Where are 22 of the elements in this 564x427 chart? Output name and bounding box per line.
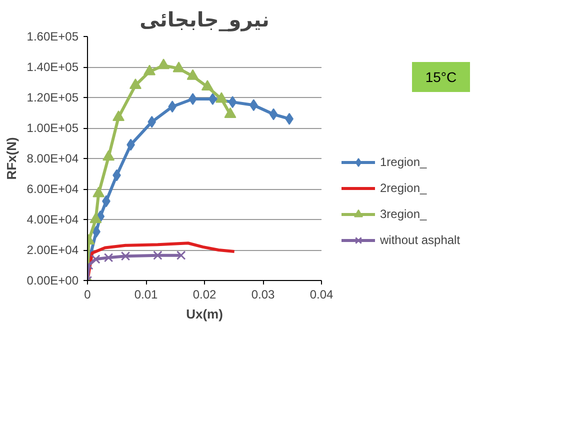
x-tick-label: 0.03 bbox=[251, 288, 276, 302]
y-tick-label: 1.40E+05 bbox=[26, 60, 79, 74]
y-tick-label: 1.20E+05 bbox=[26, 90, 79, 104]
x-tick-label: 0.01 bbox=[134, 288, 158, 302]
y-tick-label: 0.00E+00 bbox=[26, 274, 79, 288]
chart-title: نیرو_جابجائی bbox=[140, 8, 270, 32]
x-axis-title: Ux(m) bbox=[186, 306, 223, 322]
legend-label: without asphalt bbox=[380, 233, 460, 247]
x-tick-label: 0.04 bbox=[310, 288, 334, 302]
legend-label: 3region_ bbox=[380, 207, 427, 221]
y-tick-label: 1.60E+05 bbox=[26, 30, 79, 44]
y-axis-title: RFx(N) bbox=[4, 137, 19, 180]
x-tick-label: 0.02 bbox=[192, 288, 217, 302]
x-tick-label: 0 bbox=[84, 288, 92, 302]
text: 15°C bbox=[425, 68, 457, 87]
y-tick-label: 6.00E+04 bbox=[26, 182, 79, 196]
y-tick-label: 8.00E+04 bbox=[26, 152, 79, 166]
y-tick-label: 2.00E+04 bbox=[26, 243, 79, 257]
legend-label: 1region_ bbox=[380, 155, 427, 169]
legend-label: 2region_ bbox=[380, 181, 427, 195]
y-tick-label: 4.00E+04 bbox=[26, 212, 79, 226]
y-tick-label: 1.00E+05 bbox=[26, 121, 79, 135]
